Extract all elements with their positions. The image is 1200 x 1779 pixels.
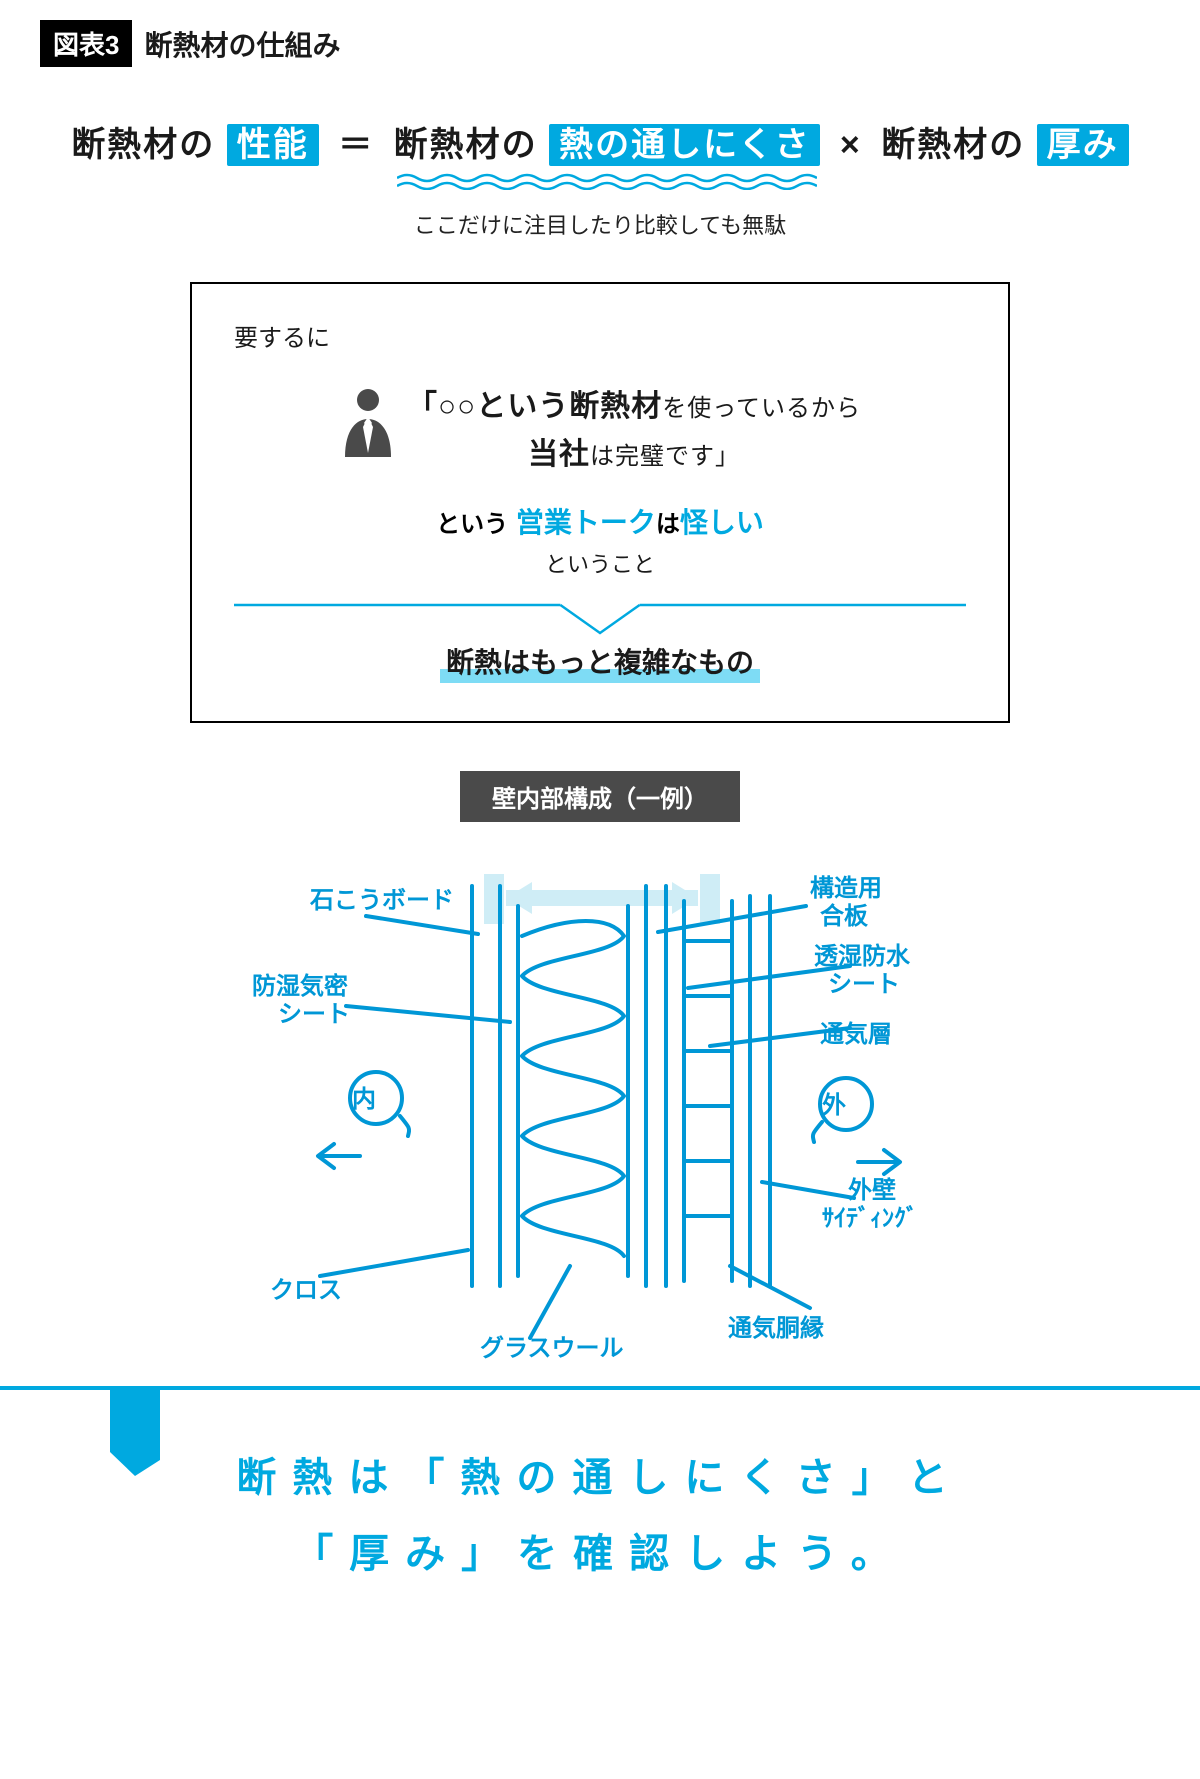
label-gypsum: 石こうボード — [309, 887, 454, 914]
formula-eq: ＝ — [338, 126, 374, 164]
box-lead: 要するに — [234, 318, 966, 353]
ribbon-icon — [110, 1386, 160, 1476]
suspicious-line: という 営業トークは怪しい — [234, 501, 966, 541]
label-ply-l2: 合板 — [820, 902, 869, 930]
quote-l2-c: です」 — [665, 443, 740, 470]
wall-heading: 壁内部構成（一例） — [460, 771, 740, 822]
formula-rhs-pre: 断熱材の — [881, 126, 1025, 164]
label-outside: 外 — [822, 1091, 846, 1119]
figure-badge: 図表3 — [40, 20, 132, 67]
formula-mid-pre: 断熱材の — [394, 126, 538, 164]
quote-l2-a: 当社 — [528, 438, 590, 471]
suspicious-strong2: 怪しい — [680, 507, 764, 538]
label-inside: 内 — [352, 1086, 376, 1113]
toiu-line: ということ — [234, 547, 966, 579]
label-cross: クロス — [270, 1277, 342, 1304]
formula-x: × — [840, 126, 862, 164]
quote-l1-a: 「○○という断熱材 — [407, 390, 662, 423]
formula-subnote: ここだけに注目したり比較しても無駄 — [40, 208, 1160, 240]
formula-rhs-hl: 厚み — [1037, 124, 1129, 166]
bottom-line1: 断熱は「熱の通しにくさ」と — [236, 1456, 963, 1500]
label-glasswool: グラスウール — [480, 1335, 624, 1362]
wavy-underline-icon — [397, 172, 817, 190]
suspicious-pre: という — [436, 511, 508, 538]
formula-mid-hl: 熱の通しにくさ — [549, 124, 820, 166]
bottom-line2: 「厚み」を確認しよう。 — [293, 1532, 907, 1576]
figure-header: 図表3 断熱材の仕組み — [40, 20, 1160, 67]
bottom-banner: 断熱は「熱の通しにくさ」と 「厚み」を確認しよう。 — [0, 1386, 1200, 1652]
label-ply-l1: 構造用 — [810, 875, 882, 902]
label-air-layer: 通気層 — [820, 1020, 892, 1048]
suspicious-mid: は — [656, 511, 680, 538]
label-breathable-l1: 透湿防水 — [814, 942, 911, 970]
label-furring: 通気胴縁 — [728, 1314, 824, 1342]
wall-sketch: 石こうボード 防湿気密 シート 内 クロス グラスウール 構造用 合板 透湿防水… — [210, 846, 990, 1366]
label-vapor-barrier-l2: シート — [278, 1002, 350, 1028]
label-vapor-barrier-l1: 防湿気密 — [252, 972, 348, 1000]
figure-title: 断熱材の仕組み — [144, 24, 340, 64]
label-siding-l2: ｻｲﾃﾞｨﾝｸﾞ — [822, 1204, 918, 1232]
suspicious-strong: 営業トーク — [516, 507, 656, 538]
quote-l1-b: を使っている — [662, 395, 811, 422]
person-icon — [339, 387, 397, 457]
summary-box: 要するに 「○○という断熱材を使っているから 当社は完璧です」 という 営業トー… — [190, 282, 1010, 723]
formula-lhs-pre: 断熱材の — [71, 126, 215, 164]
quote-l1-c: から — [811, 395, 861, 422]
label-siding-l1: 外壁 — [848, 1176, 896, 1204]
sales-quote: 「○○という断熱材を使っているから 当社は完璧です」 — [407, 383, 861, 479]
pointer-divider — [234, 601, 966, 635]
label-breathable-l2: シート — [828, 972, 900, 998]
formula-line: 断熱材の 性能 ＝ 断熱材の 熱の通しにくさ × 断熱材の 厚み — [40, 117, 1160, 200]
quote-l2-b: は完璧 — [590, 443, 665, 470]
complex-text: 断熱はもっと複雑なもの — [446, 647, 754, 678]
complex-row: 断熱はもっと複雑なもの — [234, 641, 966, 681]
formula-lhs-hl: 性能 — [227, 124, 319, 166]
